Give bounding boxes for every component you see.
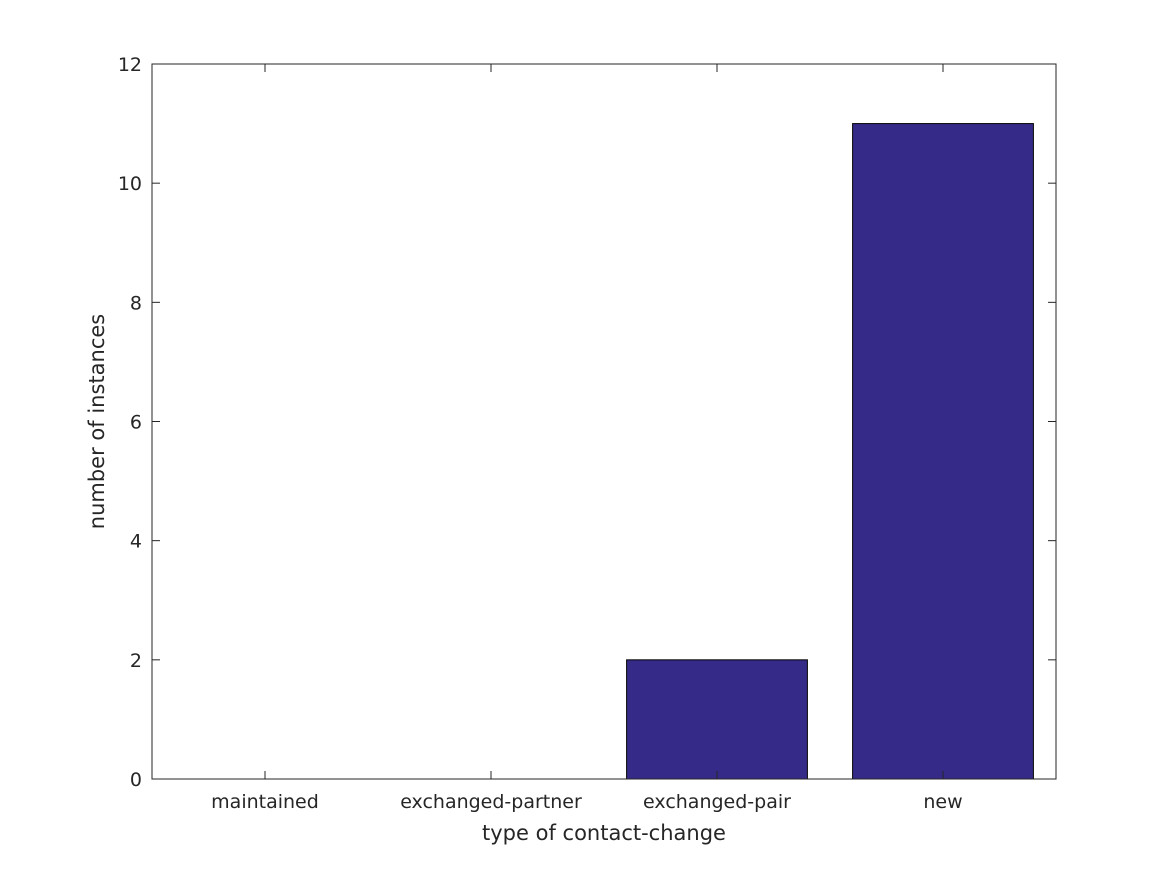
y-tick-label: 12	[118, 54, 142, 76]
x-tick-label: new	[923, 791, 962, 813]
y-tick-label: 0	[130, 769, 142, 791]
x-tick-label: exchanged-pair	[643, 791, 791, 813]
y-tick-label: 4	[130, 531, 142, 553]
bar-exchanged-pair	[626, 659, 808, 780]
bar-new	[852, 123, 1034, 780]
y-axis-label: number of instances	[85, 314, 109, 529]
y-tick-label: 6	[130, 412, 142, 434]
bars-layer	[626, 123, 1034, 780]
x-tick-label: exchanged-partner	[400, 791, 582, 813]
y-tick-label: 2	[130, 650, 142, 672]
ticks-layer	[152, 63, 1056, 780]
labels-layer: maintained exchanged-partner exchanged-pai…	[118, 54, 963, 813]
x-tick-label: maintained	[211, 791, 319, 813]
x-axis-label: type of contact-change	[482, 821, 726, 845]
y-tick-label: 10	[118, 173, 142, 195]
y-tick-label: 8	[130, 292, 142, 314]
